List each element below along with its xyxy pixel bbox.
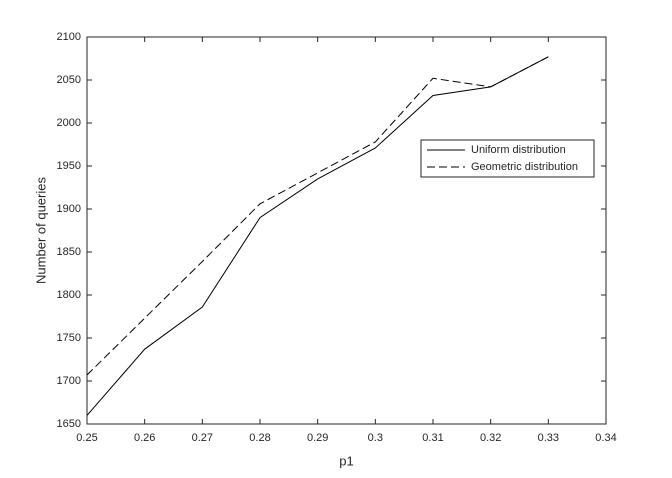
x-tick-label: 0.28 [249,432,270,444]
y-tick-label: 1950 [57,160,81,172]
legend-label: Uniform distribution [471,144,566,156]
x-tick-label: 0.3 [368,432,383,444]
y-tick-label: 1850 [57,246,81,258]
x-tick-label: 0.31 [422,432,443,444]
x-tick-label: 0.27 [192,432,213,444]
y-tick-label: 1800 [57,289,81,301]
y-tick-label: 1650 [57,418,81,430]
line-series [86,56,549,416]
y-tick-label: 1700 [57,375,81,387]
y-tick-label: 1900 [57,203,81,215]
x-tick-label: 0.33 [538,432,559,444]
x-tick-label: 0.26 [134,432,155,444]
y-axis-title: Number of queries [33,177,48,284]
plot-box [86,36,607,425]
x-tick-label: 0.32 [480,432,501,444]
legend-label: Geometric distribution [471,161,578,173]
line-series [86,56,549,376]
y-tick-label: 2100 [57,31,81,43]
x-tick-label: 0.29 [307,432,328,444]
y-tick-label: 2050 [57,74,81,86]
y-tick-label: 1750 [57,332,81,344]
legend-box [420,139,595,178]
x-tick-label: 0.34 [595,432,616,444]
x-axis-title: p1 [339,453,353,468]
y-tick-label: 2000 [57,117,81,129]
x-tick-label: 0.25 [76,432,97,444]
